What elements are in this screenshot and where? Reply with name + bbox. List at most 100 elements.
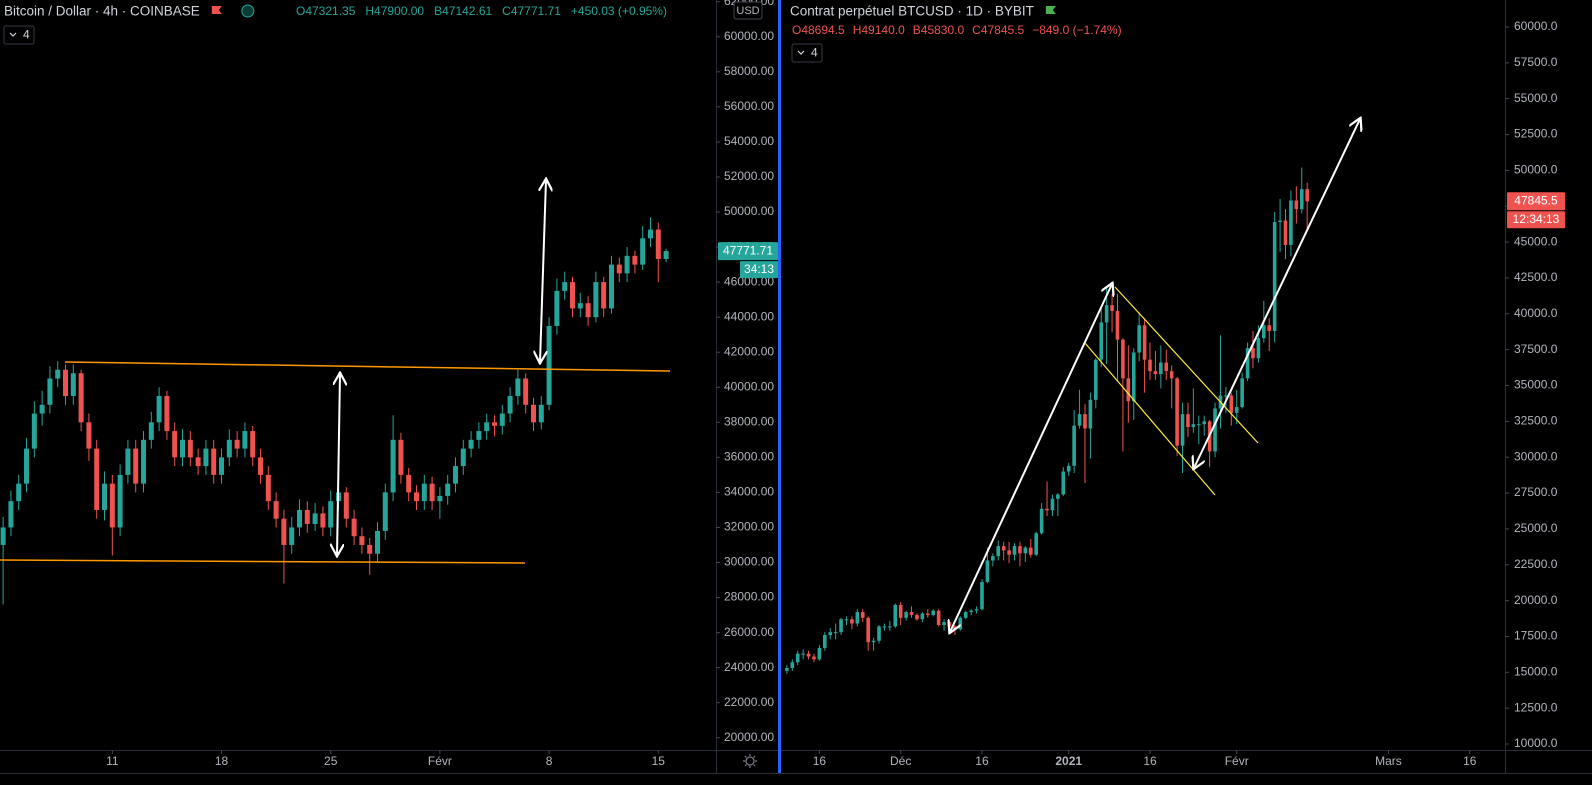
- x-tick-label: 18: [215, 754, 229, 768]
- candle-body: [31, 413, 37, 449]
- candle-body: [860, 612, 865, 618]
- flag-icon[interactable]: [1045, 6, 1056, 14]
- candle-body: [936, 610, 941, 625]
- candle-body: [795, 653, 800, 663]
- candle-body: [148, 422, 154, 440]
- candle-body: [1007, 550, 1011, 555]
- candle-body: [980, 581, 984, 610]
- candle-body: [974, 609, 979, 611]
- candle-body: [1001, 546, 1006, 551]
- candle-body: [1126, 378, 1131, 402]
- candle-body: [78, 373, 84, 423]
- y-tick-label: 30000.0: [1514, 449, 1558, 463]
- candle-body: [963, 612, 968, 618]
- candle-body: [1045, 508, 1049, 511]
- candle-body: [866, 617, 870, 643]
- candle-body: [281, 518, 287, 545]
- candle-body: [915, 614, 919, 620]
- price-tag-bg: [1507, 192, 1565, 211]
- candle-body: [1202, 421, 1207, 425]
- x-tick-label: 2021: [1055, 754, 1082, 768]
- candle-body: [1169, 371, 1174, 379]
- candle-body: [437, 495, 443, 502]
- pane-divider[interactable]: [778, 0, 781, 773]
- candle-body: [491, 422, 497, 426]
- candle-body: [1077, 414, 1082, 426]
- y-tick-label: 25000.0: [1514, 521, 1558, 535]
- y-tick-label: 12500.0: [1514, 700, 1558, 714]
- y-tick-label: 34000.00: [724, 485, 774, 499]
- candle-body: [219, 457, 225, 475]
- candle-body: [996, 546, 1001, 557]
- candle-body: [1088, 399, 1093, 429]
- candle-body: [367, 544, 373, 554]
- price-tag-bg: [718, 242, 778, 261]
- candle-body: [304, 509, 310, 524]
- ohlc-value: H49140.0: [853, 23, 905, 37]
- candle-body: [1240, 378, 1244, 408]
- candle-body: [180, 439, 186, 458]
- price-tag: 47771.71: [723, 243, 773, 257]
- candle-body: [1066, 465, 1071, 472]
- candle-body: [289, 527, 295, 545]
- candle-body: [828, 632, 833, 636]
- candle-body: [985, 560, 990, 582]
- candle-body: [382, 492, 388, 531]
- candle-body: [1305, 189, 1309, 202]
- candle-body: [1153, 371, 1158, 375]
- candle-body: [655, 229, 661, 259]
- currency-box[interactable]: [733, 1, 763, 20]
- candle-body: [942, 622, 946, 625]
- candle-body: [63, 369, 69, 397]
- candle-body: [616, 264, 622, 274]
- candle-body: [1050, 498, 1055, 511]
- flag-icon[interactable]: [211, 6, 222, 14]
- candle-body: [273, 501, 279, 519]
- candle-body: [898, 604, 903, 618]
- candle-body: [234, 439, 240, 449]
- candle-body: [406, 474, 412, 493]
- candle-body: [0, 527, 6, 545]
- indicator-badge[interactable]: [3, 25, 35, 45]
- candle-body: [1131, 352, 1136, 402]
- candle-body: [1115, 310, 1120, 340]
- countdown: 34:13: [744, 262, 774, 276]
- candle-body: [203, 448, 209, 467]
- candle-body: [468, 439, 474, 449]
- candle-body: [421, 483, 427, 502]
- x-tick-label: Déc: [890, 754, 911, 768]
- y-tick-label: 36000.00: [724, 450, 774, 464]
- x-tick-label: 8: [546, 754, 553, 768]
- status-icon[interactable]: [241, 4, 255, 18]
- y-tick-label: 50000.00: [724, 204, 774, 218]
- candle-body: [39, 404, 45, 414]
- candle-body: [893, 604, 898, 627]
- candle-body: [1229, 395, 1234, 413]
- x-tick-label: 16: [975, 754, 989, 768]
- candle-body: [991, 556, 995, 561]
- candle-body: [8, 501, 14, 528]
- candle-body: [1186, 414, 1190, 428]
- candle-body: [187, 439, 193, 458]
- settings-icon[interactable]: [743, 754, 757, 768]
- candle-body: [1028, 547, 1033, 555]
- candle-body: [546, 325, 552, 405]
- candle-body: [47, 378, 53, 405]
- candle-body: [806, 653, 811, 657]
- candle-body: [141, 439, 147, 484]
- indicator-badge[interactable]: [791, 43, 823, 63]
- candle-body: [523, 378, 529, 405]
- x-tick-label: 16: [1143, 754, 1157, 768]
- candle-body: [195, 457, 201, 467]
- candle-body: [624, 255, 630, 274]
- candle-body: [958, 617, 963, 630]
- ohlc-value: O48694.5: [792, 23, 845, 37]
- y-tick-label: 15000.0: [1514, 664, 1558, 678]
- y-tick-label: 45000.0: [1514, 234, 1558, 248]
- candle-body: [1094, 359, 1098, 400]
- candle-body: [172, 431, 178, 458]
- candle-body: [585, 303, 591, 318]
- candle-body: [413, 492, 419, 502]
- candle-body: [823, 635, 827, 648]
- candle-body: [855, 612, 860, 624]
